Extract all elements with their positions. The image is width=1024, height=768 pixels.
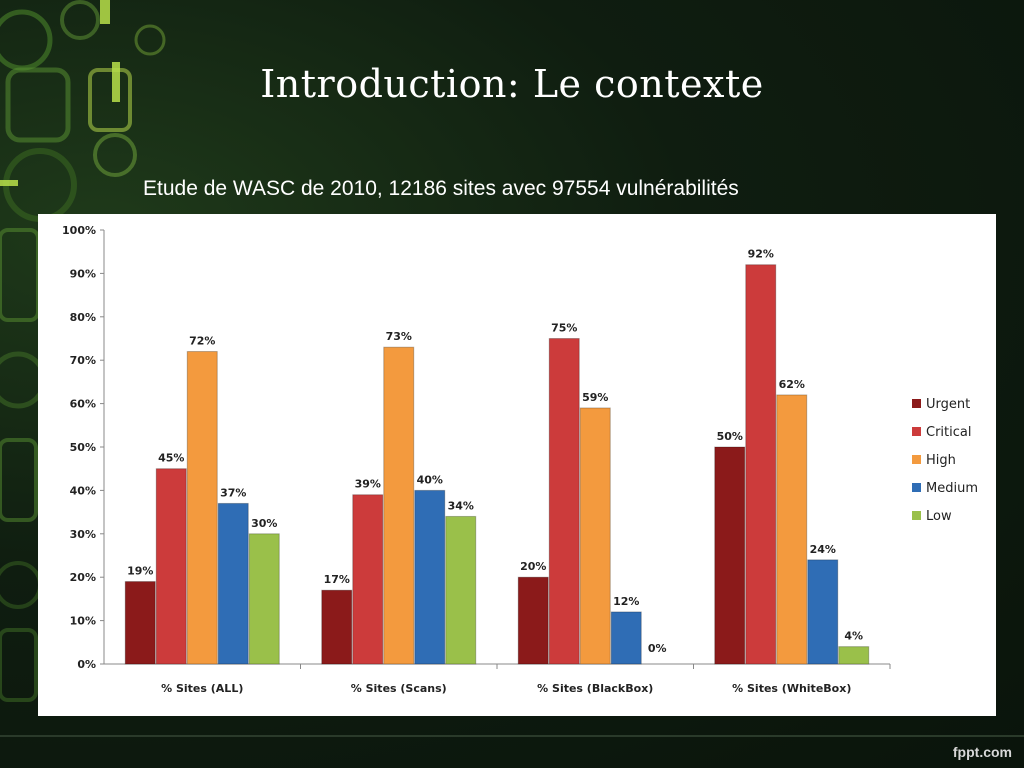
bar-medium (807, 559, 839, 665)
data-label: 19% (127, 565, 153, 578)
bar-high (383, 346, 415, 665)
legend-swatch (912, 399, 921, 408)
bar-urgent (124, 581, 156, 665)
bar-urgent (321, 589, 353, 665)
legend-label: Medium (926, 481, 978, 496)
bar-high (776, 394, 808, 665)
data-label: 24% (810, 543, 836, 556)
bar-high (186, 351, 218, 665)
data-label: 4% (844, 630, 863, 643)
data-label: 17% (324, 573, 350, 586)
data-label: 59% (582, 391, 608, 404)
legend-swatch (912, 455, 921, 464)
bar-urgent (714, 446, 746, 665)
y-tick-label: 100% (62, 224, 96, 237)
legend-label: Urgent (926, 397, 970, 412)
legend-label: High (926, 453, 956, 468)
y-tick-label: 0% (77, 658, 96, 671)
data-label: 72% (189, 335, 215, 348)
y-tick-label: 40% (70, 484, 96, 497)
bar-urgent (517, 576, 549, 665)
x-tick-label: % Sites (WhiteBox) (732, 682, 851, 695)
data-label: 34% (448, 499, 474, 512)
data-label: 92% (748, 248, 774, 261)
bar-high (579, 407, 611, 665)
legend-swatch (912, 483, 921, 492)
y-tick-label: 30% (70, 528, 96, 541)
legend-swatch (912, 511, 921, 520)
y-tick-label: 70% (70, 354, 96, 367)
chart-panel: 0% 10% 20% 30% 40% 50% 60% 70% 80% 90% 100% % Sites… (38, 214, 996, 716)
data-label: 12% (613, 595, 639, 608)
bar-medium (414, 489, 446, 665)
y-tick-label: 20% (70, 571, 96, 584)
x-tick-label: % Sites (Scans) (351, 682, 447, 695)
bar-low (838, 646, 870, 665)
bar-medium (217, 502, 249, 665)
data-label: 45% (158, 452, 184, 465)
bar-critical (745, 264, 777, 665)
data-label: 62% (779, 378, 805, 391)
data-label: 40% (417, 473, 443, 486)
bar-medium (610, 611, 642, 665)
data-label: 50% (717, 430, 743, 443)
slide-subtitle: Etude de WASC de 2010, 12186 sites avec … (143, 177, 739, 200)
x-tick-label: % Sites (ALL) (161, 682, 243, 695)
x-tick-label: % Sites (BlackBox) (537, 682, 653, 695)
y-tick-label: 90% (70, 267, 96, 280)
legend-label: Low (926, 509, 952, 524)
bar-low (248, 533, 280, 665)
legend-swatch (912, 427, 921, 436)
legend-label: Critical (926, 425, 971, 440)
data-label: 73% (386, 330, 412, 343)
data-label: 30% (251, 517, 277, 530)
bar-critical (155, 468, 187, 665)
y-tick-label: 80% (70, 311, 96, 324)
y-tick-label: 50% (70, 441, 96, 454)
bar-critical (352, 494, 384, 665)
bar-chart: 0% 10% 20% 30% 40% 50% 60% 70% 80% 90% 100% % Sites… (62, 224, 978, 695)
y-tick-label: 60% (70, 398, 96, 411)
data-label: 20% (520, 560, 546, 573)
y-tick-label: 10% (70, 615, 96, 628)
data-label: 37% (220, 486, 246, 499)
watermark: fppt.com (952, 744, 1012, 760)
bar-low (445, 515, 477, 665)
data-label: 39% (355, 478, 381, 491)
data-label: 0% (648, 642, 667, 655)
bar-critical (548, 338, 580, 665)
slide-title: Introduction: Le contexte (260, 62, 764, 106)
data-label: 75% (551, 322, 577, 335)
